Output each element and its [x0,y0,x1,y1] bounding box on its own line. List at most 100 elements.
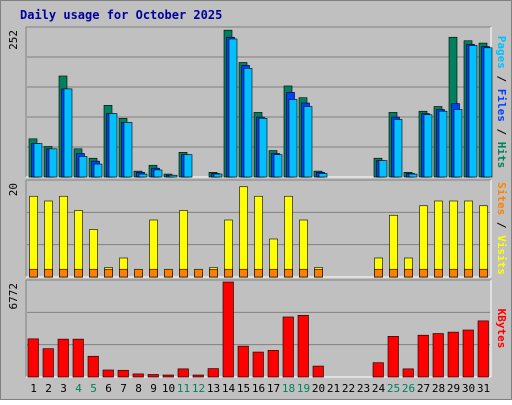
bars-top [28,29,493,178]
day-label: 31 [477,382,490,395]
kbytes-bar [177,368,189,378]
pages-bar [33,143,43,178]
visits-bar [179,210,188,278]
bars-bottom [27,281,489,378]
scale-label: 252 [7,30,20,50]
day-label: 1 [30,382,37,395]
sites-bar [209,268,218,278]
sites-bar [284,268,293,278]
day-label: 26 [402,382,415,395]
day-label: 18 [282,382,295,395]
visits-bar [299,219,308,278]
visits-bar [479,205,488,278]
sites-bar [389,268,398,278]
scale-label: 20 [7,183,20,196]
sites-bar [119,268,128,278]
kbytes-bar [192,374,204,378]
sites-bar [434,268,443,278]
pages-bar [63,88,73,178]
day-label: 23 [357,382,370,395]
kbytes-bar [372,362,384,378]
sites-bar [479,268,488,278]
pages-bar [243,68,253,178]
sites-bar [254,268,263,278]
axis-legend-middle: Sites / Visits [495,182,508,275]
day-label: 24 [372,382,386,395]
day-label: 21 [327,382,340,395]
visits-bar [284,195,293,278]
axis-legend-bottom: KBytes [495,309,508,349]
sites-bar [44,268,53,278]
kbytes-bar [282,316,294,378]
day-label: 19 [297,382,310,395]
day-label: 7 [120,382,127,395]
day-label: 4 [75,382,82,395]
kbytes-bar [42,348,54,378]
legend-files: Files [495,89,508,122]
sites-bar [419,268,428,278]
kbytes-bar [417,334,429,378]
sites-bar [464,268,473,278]
kbytes-bar [447,331,459,378]
sites-bar [449,268,458,278]
day-label: 15 [237,382,250,395]
sites-bar [314,268,323,278]
day-label: 20 [312,382,325,395]
legend-kbytes: KBytes [495,309,508,349]
day-label: 16 [252,382,265,395]
visits-bar [449,200,458,278]
legend-separator: / [495,122,508,142]
pages-bar [258,117,268,178]
pages-bar [273,154,283,178]
sites-bar [404,268,413,278]
kbytes-bar [57,338,69,378]
sites-bar [224,268,233,278]
day-label: 25 [387,382,400,395]
visits-bar [224,219,233,278]
kbytes-bar [132,373,144,378]
pages-bar [468,45,478,178]
legend-separator: / [495,215,508,235]
day-label: 9 [150,382,157,395]
day-label: 14 [222,382,236,395]
panel-middle: 20 Sites / Visits [7,179,508,278]
kbytes-bar [117,369,129,378]
pages-bar [183,154,193,178]
pages-bar [153,169,163,178]
sites-bar [89,268,98,278]
panel-bottom: 6772 KBytes [7,279,508,378]
kbytes-bar [402,368,414,378]
legend-visits: Visits [495,235,508,275]
day-label: 22 [342,382,355,395]
day-label: 5 [90,382,97,395]
kbytes-bar [462,329,474,378]
sites-bar [179,268,188,278]
day-label: 3 [60,382,67,395]
kbytes-bar [87,355,99,378]
kbytes-bar [237,345,249,378]
visits-bar [44,200,53,278]
pages-bar [423,114,433,178]
day-label: 13 [207,382,220,395]
kbytes-bar [297,314,309,378]
visits-bar [59,195,68,278]
pages-bar [288,99,298,178]
chart-title: Daily usage for October 2025 [20,8,222,22]
sites-bar [29,268,38,278]
kbytes-bar [252,351,264,378]
pages-bar [318,173,328,178]
day-label: 6 [105,382,112,395]
day-label: 29 [447,382,460,395]
sites-bar [149,268,158,278]
pages-bar [393,119,403,178]
pages-bar [78,156,88,178]
legend-separator: / [495,69,508,89]
day-labels: 1 2 3 4 5 6 7 8 9 10 11 12 13 14 15 16 17 18 19 20 21 22 23 24 2… [30,382,490,395]
pages-bar [303,106,313,178]
pages-bar [378,160,388,178]
kbytes-bar [222,281,234,378]
kbytes-bar [27,338,39,378]
kbytes-bar [207,368,219,378]
